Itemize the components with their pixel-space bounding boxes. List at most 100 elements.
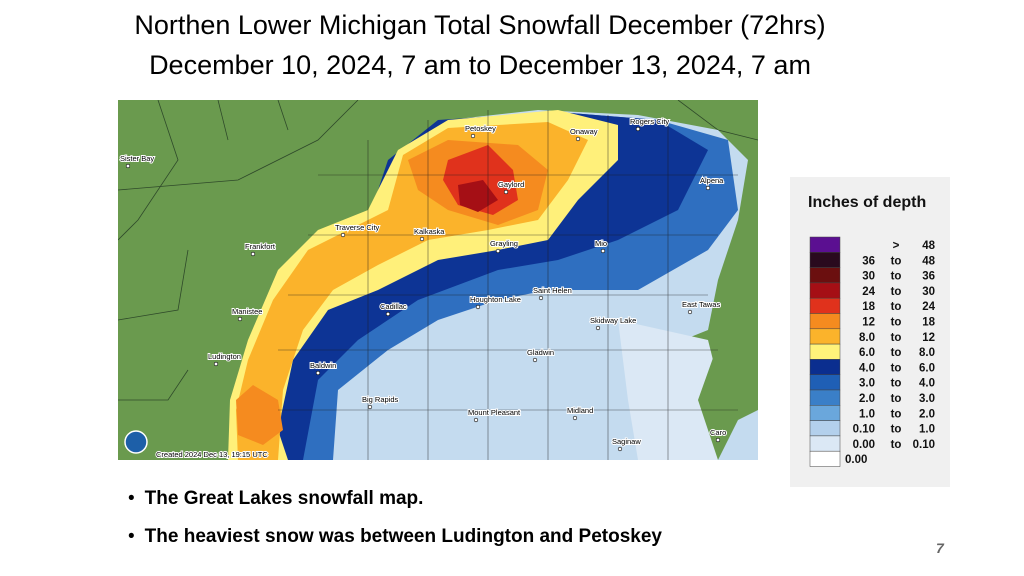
- city-dot: [385, 311, 391, 317]
- legend-swatch: [809, 313, 841, 330]
- city-label: Gladwin: [527, 348, 554, 357]
- legend-text: 36: [922, 271, 935, 283]
- city-dot: [367, 404, 373, 410]
- legend-swatch: [809, 420, 841, 437]
- legend-title: Inches of depth: [808, 194, 926, 211]
- legend-text: 2.0: [919, 408, 935, 420]
- city-dot: [495, 248, 501, 254]
- snow-0-1: [718, 410, 758, 460]
- legend-text: 12: [862, 317, 875, 329]
- legend-text: 3.0: [859, 378, 875, 390]
- city-label: Ludington: [208, 352, 241, 361]
- city-label: Grayling: [490, 239, 518, 248]
- legend-text: 0.10: [853, 424, 875, 436]
- legend-swatch: [809, 450, 841, 467]
- legend-text: 48: [922, 255, 935, 267]
- city-dot: [250, 251, 256, 257]
- legend-text: 0.00: [853, 439, 875, 451]
- city-dot: [237, 316, 243, 322]
- legend-text: 30: [922, 286, 935, 298]
- city-dot: [213, 361, 219, 367]
- city-label: Houghton Lake: [470, 295, 521, 304]
- legend-text: 48: [922, 240, 935, 252]
- city-dot: [687, 309, 693, 315]
- legend-text: 8.0: [919, 347, 935, 359]
- city-dot: [473, 417, 479, 423]
- legend-swatch: [809, 282, 841, 299]
- legend-text: 36: [862, 255, 875, 267]
- bullet: The heaviest snow was between Ludington …: [128, 526, 662, 548]
- legend-text: 6.0: [919, 362, 935, 374]
- city-label: Saint Helen: [533, 286, 572, 295]
- legend-text: >: [893, 240, 900, 252]
- legend-swatch: [809, 374, 841, 391]
- city-label: Midland: [567, 406, 593, 415]
- legend-text: 18: [862, 301, 875, 313]
- city-dot: [617, 446, 623, 452]
- legend-text: to: [891, 439, 902, 451]
- legend: Inches of depth >48 36 to 48 30 to 36 24 to 30 18 t…: [790, 177, 950, 487]
- legend-swatch: [809, 359, 841, 375]
- legend-text: 24: [922, 301, 935, 313]
- legend-swatch: [809, 328, 841, 345]
- legend-swatch: [809, 252, 841, 268]
- page-number: 7: [936, 540, 944, 556]
- city-label: Traverse City: [335, 223, 380, 232]
- city-dot: [572, 415, 578, 421]
- legend-text: 1.0: [859, 408, 875, 420]
- city-dot: [600, 248, 606, 254]
- city-label: Alpena: [700, 176, 724, 185]
- city-label: Saginaw: [612, 437, 641, 446]
- legend-text: 18: [922, 317, 935, 329]
- legend-text: to: [891, 317, 902, 329]
- city-dot: [503, 189, 509, 195]
- city-label: Rogers City: [630, 117, 669, 126]
- legend-swatch: [809, 405, 841, 421]
- bullet: The Great Lakes snowfall map.: [128, 488, 424, 510]
- city-dot: [419, 236, 425, 242]
- legend-text: to: [891, 286, 902, 298]
- legend-text: to: [891, 362, 902, 374]
- legend-text: to: [891, 378, 902, 390]
- city-label: Kalkaska: [414, 227, 445, 236]
- legend-text: 2.0: [859, 393, 875, 405]
- legend-swatch: [809, 267, 841, 284]
- city-dot: [575, 136, 581, 142]
- city-dot: [470, 133, 476, 139]
- city-dot: [125, 163, 131, 169]
- noaa-logo: [124, 430, 148, 454]
- legend-swatch: [809, 435, 841, 452]
- city-label: Mio: [595, 239, 607, 248]
- snow-12-18: [236, 385, 283, 445]
- title-line: December 10, 2024, 7 am to December 13, …: [149, 50, 811, 80]
- city-label: East Tawas: [682, 300, 720, 309]
- legend-text: to: [891, 301, 902, 313]
- legend-text: 1.0: [919, 424, 935, 436]
- county-lines: [278, 110, 738, 460]
- legend-text: 12: [922, 332, 935, 344]
- legend-text: to: [891, 271, 902, 283]
- city-dot: [705, 185, 711, 191]
- legend-swatch: [809, 297, 841, 314]
- legend-text: to: [891, 424, 902, 436]
- legend-text: to: [891, 255, 902, 267]
- city-label: Skidway Lake: [590, 316, 636, 325]
- legend-swatch: [809, 343, 841, 360]
- map-credit: Created 2024 Dec 13, 19:15 UTC: [156, 450, 268, 459]
- city-label: Gaylord: [498, 180, 524, 189]
- city-dot: [532, 357, 538, 363]
- legend-text: 4.0: [859, 362, 875, 374]
- city-label: Manistee: [232, 307, 262, 316]
- city-label: Frankfort: [245, 242, 276, 251]
- city-label: Onaway: [570, 127, 598, 136]
- city-label: Cadillac: [380, 302, 407, 311]
- city-label: Sister Bay: [120, 154, 154, 163]
- city-label: Big Rapids: [362, 395, 399, 404]
- legend-swatch: [809, 389, 841, 406]
- legend-text: 4.0: [919, 378, 935, 390]
- snowfall-map: Petoskey Onaway Rogers City Sister Bay Alpen…: [118, 100, 758, 460]
- city-label: Caro: [710, 428, 726, 437]
- city-dot: [340, 232, 346, 238]
- city-dot: [538, 295, 544, 301]
